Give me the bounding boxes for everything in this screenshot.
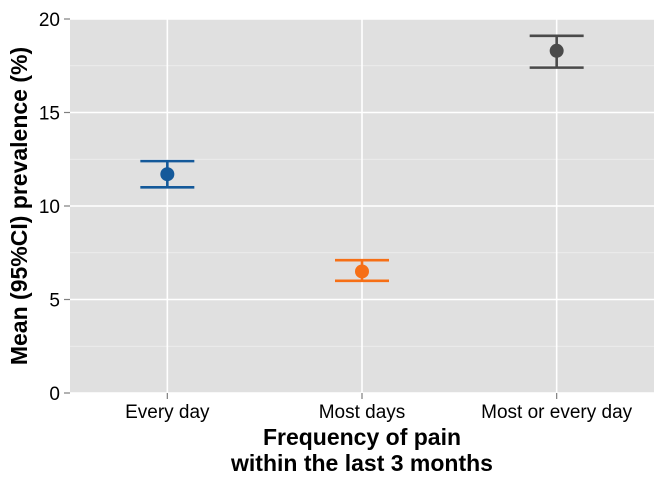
data-point [160,167,175,182]
data-marks [140,34,584,283]
y-axis: 0 5 10 15 20 [39,10,70,405]
error-bar-group [140,159,195,189]
x-tick-label: Most days [319,402,406,423]
x-axis-title-line-1: Frequency of pain [263,424,461,450]
y-tick-label: 10 [39,197,60,218]
y-tick-label: 5 [49,291,60,312]
x-axis: Every day Most days Most or every day [125,393,633,423]
x-axis-title-line-2: within the last 3 months [230,450,493,476]
data-point [549,43,564,58]
grid [70,18,654,394]
y-tick-label: 15 [39,104,60,125]
error-bar-group [529,34,584,69]
x-tick-label: Every day [125,402,210,423]
y-tick-label: 20 [39,10,60,31]
y-tick-label: 0 [49,384,60,405]
error-bar-group [335,258,389,283]
data-point [355,264,369,279]
y-axis-title: Mean (95%CI) prevalence (%) [6,47,32,365]
x-tick-label: Most or every day [481,402,632,423]
